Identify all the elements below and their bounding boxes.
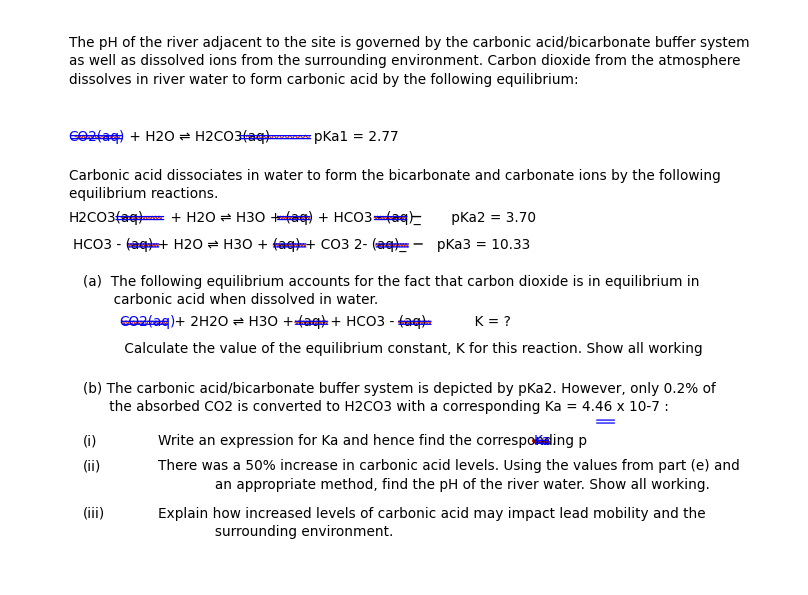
Text: Calculate the value of the equilibrium constant, K for this reaction. Show all w: Calculate the value of the equilibrium c… [120,342,702,356]
Text: + H2O ⇌ H3O + (aq) + HCO3 - (aq)_       pKa2 = 3.70: + H2O ⇌ H3O + (aq) + HCO3 - (aq)_ pKa2 =… [166,211,537,225]
Text: + H2O ⇌ H2CO3(aq)          pKa1 = 2.77: + H2O ⇌ H2CO3(aq) pKa1 = 2.77 [125,130,399,144]
Text: CO2(aq): CO2(aq) [69,130,125,144]
Text: Explain how increased levels of carbonic acid may impact lead mobility and the
 : Explain how increased levels of carbonic… [158,507,705,539]
Text: (i): (i) [83,434,98,449]
Text: (b) The carbonic acid/bicarbonate buffer system is depicted by pKa2. However, on: (b) The carbonic acid/bicarbonate buffer… [83,382,716,414]
Text: (iii): (iii) [83,507,106,521]
Text: H2CO3(aq): H2CO3(aq) [69,211,144,225]
Text: CO2(aq): CO2(aq) [120,315,176,330]
Text: Carbonic acid dissociates in water to form the bicarbonate and carbonate ions by: Carbonic acid dissociates in water to fo… [69,169,721,201]
Text: The pH of the river adjacent to the site is governed by the carbonic acid/bicarb: The pH of the river adjacent to the site… [69,36,749,86]
Text: (a)  The following equilibrium accounts for the fact that carbon dioxide is in e: (a) The following equilibrium accounts f… [83,275,700,307]
Text: + 2H2O ⇌ H3O + (aq) + HCO3 - (aq)           K = ?: + 2H2O ⇌ H3O + (aq) + HCO3 - (aq) K = ? [170,315,511,330]
Text: Write an expression for Ka and hence find the corresponding p: Write an expression for Ka and hence fin… [158,434,587,449]
Text: Ka: Ka [533,434,550,449]
Text: .: . [551,434,555,449]
Text: HCO3 - (aq) + H2O ⇌ H3O + (aq) + CO3 2- (aq)_       pKa3 = 10.33: HCO3 - (aq) + H2O ⇌ H3O + (aq) + CO3 2- … [73,238,530,252]
Text: There was a 50% increase in carbonic acid levels. Using the values from part (e): There was a 50% increase in carbonic aci… [158,459,739,491]
Text: (ii): (ii) [83,459,102,474]
